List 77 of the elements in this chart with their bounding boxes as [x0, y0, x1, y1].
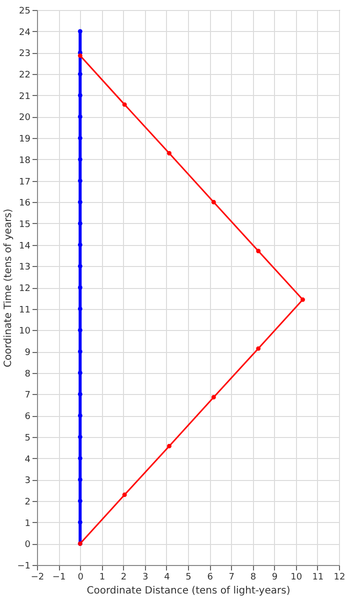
point: [166, 444, 172, 448]
point: [166, 151, 172, 156]
point: [78, 392, 82, 396]
point: [78, 221, 82, 226]
point: [78, 200, 82, 204]
point: [78, 413, 82, 418]
point: [78, 498, 82, 504]
point: [78, 328, 82, 332]
point: [78, 349, 82, 354]
point: [78, 477, 82, 482]
point: [78, 242, 82, 248]
y-tick-label: 22: [19, 70, 30, 81]
point: [78, 29, 82, 34]
y-tick-label: 14: [19, 241, 31, 252]
y-tick-label: 8: [24, 369, 31, 380]
point: [122, 102, 127, 107]
point: [78, 72, 82, 76]
y-tick-label: 24: [19, 28, 31, 38]
point: [78, 157, 82, 162]
y-tick-label: 20: [19, 113, 31, 124]
y-tick-label: 15: [19, 220, 30, 230]
x-tick-label: 2: [120, 572, 127, 582]
y-tick-label: 21: [19, 92, 30, 102]
y-tick-label: 2: [24, 497, 30, 508]
y-tick-label: 16: [19, 198, 31, 209]
point: [211, 394, 216, 400]
point: [78, 53, 82, 58]
x-tick-label: 8: [250, 572, 256, 582]
y-tick-label: 3: [24, 476, 30, 486]
x-tick-label: 0: [78, 572, 84, 582]
point: [78, 520, 82, 525]
y-tick-label: 11: [19, 305, 30, 316]
x-tick-label: 7: [228, 572, 235, 582]
x-tick-label: 6: [207, 572, 214, 582]
y-tick-label: 9: [24, 348, 31, 358]
y-tick-label: 18: [19, 156, 31, 166]
y-tick-label: 12: [19, 284, 30, 294]
point: [256, 346, 261, 351]
x-tick-label: 11: [312, 572, 324, 582]
x-tick-label: 10: [290, 572, 302, 582]
point: [78, 434, 82, 440]
point: [78, 93, 82, 98]
point: [78, 178, 82, 183]
point: [78, 264, 82, 268]
point: [78, 456, 82, 460]
x-tick-label: 12: [334, 572, 345, 582]
y-tick-label: 0: [24, 540, 31, 550]
y-tick-label: 10: [19, 326, 31, 337]
point: [78, 136, 82, 140]
y-tick-label: 23: [19, 49, 30, 60]
point: [78, 285, 82, 290]
y-tick-label: 13: [19, 262, 30, 273]
y-tick-label: −1: [17, 562, 30, 572]
y-tick-label: 6: [24, 412, 31, 422]
y-tick-label: 4: [24, 454, 31, 465]
x-tick-label: 1: [99, 572, 106, 582]
point: [256, 248, 261, 254]
x-tick-label: 5: [186, 572, 192, 582]
point: [78, 114, 82, 119]
point: [122, 492, 127, 498]
y-tick-label: 19: [19, 134, 31, 145]
point: [78, 306, 82, 312]
point: [300, 297, 305, 302]
y-tick-label: 5: [24, 433, 30, 444]
x-tick-label: 3: [142, 572, 148, 582]
x-axis-title: Coordinate Distance (tens of light-years): [86, 586, 290, 596]
y-tick-label: 1: [24, 518, 30, 529]
x-tick-label: 9: [272, 572, 278, 582]
point: [211, 200, 216, 204]
y-axis-title: Coordinate Time (tens of years): [3, 208, 14, 368]
x-tick-label: −2: [30, 572, 44, 582]
point: [78, 370, 82, 376]
y-tick-label: 17: [19, 177, 30, 188]
y-tick-label: 25: [19, 6, 30, 16]
x-tick-label: 4: [164, 572, 170, 582]
x-tick-label: −1: [52, 572, 66, 582]
y-tick-label: 7: [24, 390, 30, 401]
